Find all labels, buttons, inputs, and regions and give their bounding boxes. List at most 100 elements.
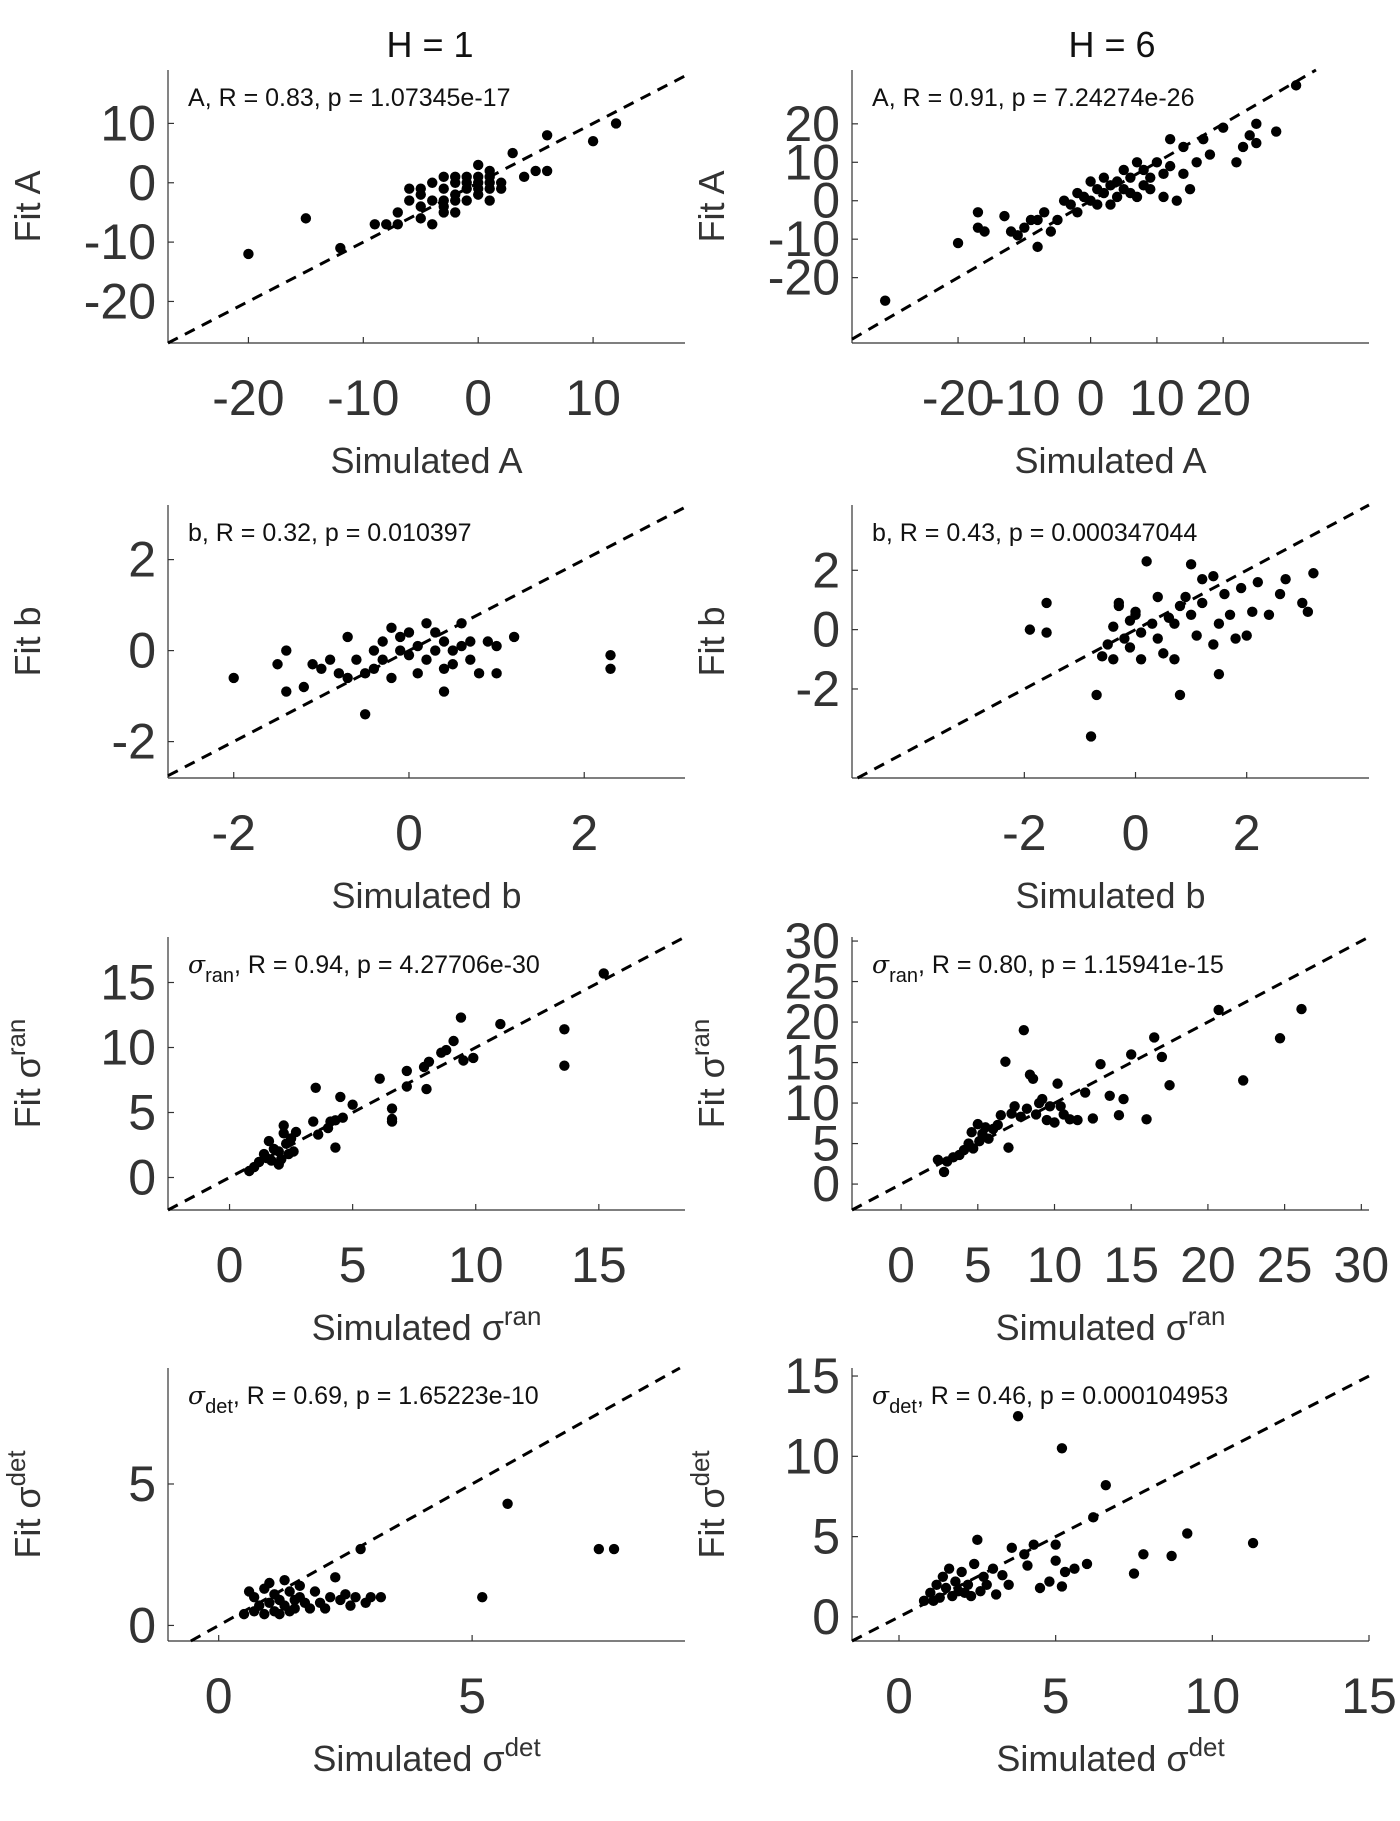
data-point — [530, 165, 541, 177]
data-point — [401, 1081, 413, 1092]
data-point — [404, 183, 415, 194]
y-axis-label-superscript: det — [687, 1450, 715, 1487]
y-tick-label: 30 — [784, 913, 840, 969]
data-point — [415, 201, 426, 212]
data-point — [415, 213, 426, 224]
data-point — [273, 1146, 284, 1157]
data-point — [473, 183, 484, 194]
data-point — [1065, 199, 1076, 210]
data-point — [1241, 630, 1252, 641]
data-point — [1128, 1568, 1140, 1579]
data-point — [440, 1044, 452, 1056]
annotation-stats: , R = 0.46, p = 0.000104953 — [917, 1382, 1228, 1410]
data-point — [403, 627, 415, 638]
y-axis-label-text: Fit b — [691, 606, 732, 676]
data-point — [1032, 241, 1043, 253]
x-tick-label: 2 — [570, 805, 598, 861]
data-point — [1034, 1582, 1046, 1594]
y-tick-label: 25 — [784, 954, 840, 1010]
data-point — [455, 1012, 467, 1023]
data-point — [1039, 207, 1050, 218]
data-point — [438, 663, 450, 674]
data-point — [541, 165, 553, 177]
data-point — [1271, 126, 1282, 137]
x-axis-label: Simulated σran — [312, 1303, 542, 1348]
correlation-annotation: b, R = 0.43, p = 0.000347044 — [872, 519, 1197, 547]
data-point — [427, 177, 438, 188]
data-point — [1113, 1110, 1125, 1121]
scatter-panel-r2-c0: 0 5 10 15 0 5 10 15 σran, R = 0.94, p = 4.27706e… — [3, 935, 686, 1348]
x-tick-label: 0 — [216, 1237, 244, 1293]
data-point — [386, 1103, 398, 1114]
data-point — [374, 1073, 385, 1084]
data-point — [1052, 214, 1063, 226]
data-point — [248, 1591, 260, 1603]
data-point — [587, 136, 599, 147]
data-point — [1152, 591, 1163, 603]
y-tick-label: -10 — [84, 214, 156, 270]
data-point — [450, 195, 461, 206]
y-tick-label: -10 — [768, 211, 840, 267]
data-point — [316, 663, 327, 674]
y-axis-label: Fit b — [691, 606, 732, 676]
data-point — [1191, 630, 1202, 641]
data-point — [1096, 651, 1108, 662]
data-point — [1118, 1093, 1129, 1105]
data-point — [1184, 183, 1196, 195]
data-point — [340, 1589, 351, 1600]
data-point — [289, 1603, 300, 1614]
correlation-annotation: A, R = 0.83, p = 1.07345e-17 — [188, 84, 510, 112]
data-point — [312, 1129, 324, 1140]
data-point — [1237, 141, 1249, 153]
data-point — [1015, 1111, 1026, 1123]
x-tick-label: 25 — [1257, 1237, 1313, 1293]
data-point — [1102, 639, 1113, 650]
x-tick-label: 5 — [339, 1237, 367, 1293]
y-axis-label-superscript: det — [3, 1450, 31, 1487]
annotation-symbol: σ — [872, 1381, 890, 1410]
data-point — [1012, 230, 1023, 241]
y-axis-label-text: Fit A — [691, 170, 732, 242]
data-point — [1217, 122, 1229, 133]
data-point — [1135, 627, 1147, 638]
data-point — [335, 242, 346, 254]
scatter-panel-r0-c0: -20 -10 0 10 -20 -10 0 10 A, R = 0.83, p = 1.073… — [7, 70, 686, 481]
y-tick-label: 15 — [784, 1348, 840, 1404]
data-point — [337, 1112, 348, 1123]
data-point — [1024, 624, 1036, 635]
data-point — [1069, 1563, 1080, 1574]
data-point — [290, 1126, 302, 1138]
x-tick-label: 0 — [1122, 805, 1150, 861]
x-axis-label-text: Simulated σ — [996, 1738, 1188, 1779]
x-axis-label-text: Simulated b — [1015, 875, 1205, 916]
data-point — [421, 654, 432, 665]
data-point — [1231, 157, 1242, 168]
data-point — [879, 295, 891, 306]
x-axis-label: Simulated b — [331, 875, 521, 916]
y-tick-label: 0 — [128, 155, 156, 211]
y-axis-label: Fit A — [7, 170, 48, 242]
data-point — [559, 1024, 570, 1035]
data-point — [430, 627, 441, 638]
data-point — [1156, 1051, 1168, 1063]
y-tick-label: 0 — [128, 623, 156, 679]
data-point — [1141, 1114, 1152, 1125]
data-point — [1113, 597, 1125, 609]
data-point — [1178, 168, 1189, 180]
x-axis-label: Simulated σran — [996, 1303, 1226, 1348]
data-point — [1197, 597, 1208, 609]
data-point — [284, 1586, 295, 1597]
data-point — [1169, 654, 1180, 665]
data-point — [931, 1579, 942, 1590]
data-point — [918, 1595, 930, 1607]
scatter-panel-r1-c0: -2 0 2 -2 0 2 b, R = 0.32, p = 0.010397 Simulat… — [7, 505, 686, 916]
y-tick-label: 15 — [784, 1035, 840, 1091]
data-point — [1081, 1558, 1093, 1570]
y-tick-label: 5 — [812, 1116, 840, 1172]
data-point — [1230, 633, 1241, 644]
annotation-subscript: ran — [889, 965, 918, 987]
data-point — [1045, 226, 1057, 237]
